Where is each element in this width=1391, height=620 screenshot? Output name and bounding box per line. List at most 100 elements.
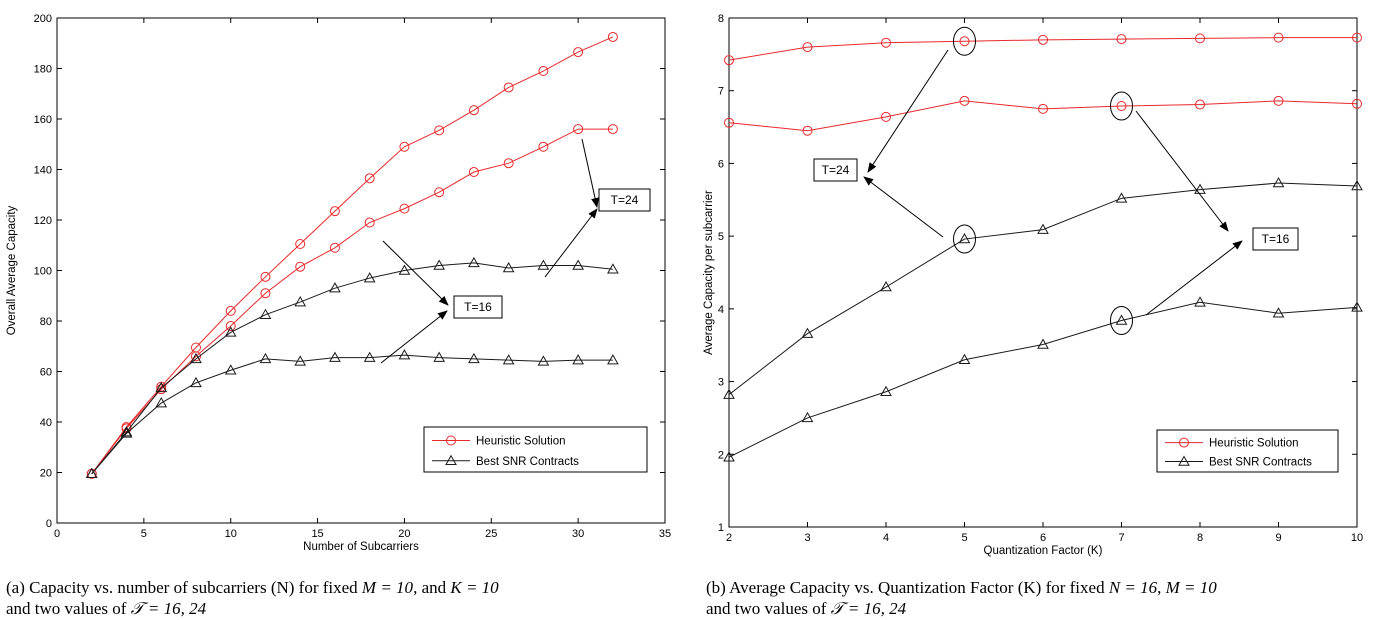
data-point — [329, 351, 341, 362]
annotation-arrow — [863, 176, 944, 238]
data-point — [1115, 314, 1128, 325]
caption-a-text2: and two values of — [6, 599, 131, 618]
caption-b-n: N = 16 — [1108, 578, 1158, 597]
annotation-box — [1252, 227, 1299, 251]
x-tick-label: 15 — [311, 528, 323, 540]
data-point — [538, 141, 549, 152]
data-point — [190, 376, 202, 388]
data-point — [85, 467, 98, 479]
y-tick-label: 80 — [40, 316, 52, 328]
data-point — [1352, 98, 1362, 109]
y-tick-label: 8 — [718, 13, 724, 25]
data-point — [434, 187, 445, 198]
data-point — [364, 217, 375, 228]
annotation-arrow — [1135, 110, 1229, 232]
data-point — [1273, 95, 1284, 106]
highlight-ellipse — [1110, 305, 1133, 335]
y-tick-label: 20 — [40, 468, 52, 480]
y-tick-label: 160 — [34, 114, 52, 126]
legend-label: Best SNR Contracts — [476, 456, 579, 468]
data-point — [1272, 177, 1285, 188]
caption-b-text2: and two values of — [706, 599, 831, 618]
caption-b-sep: , — [1157, 578, 1166, 597]
data-point — [1194, 183, 1206, 194]
legend-box — [423, 426, 648, 473]
data-point — [572, 259, 585, 270]
y-tick-label: 0 — [46, 518, 52, 530]
series-line-2 — [91, 262, 613, 475]
legend-swatch-marker — [1178, 455, 1190, 466]
data-point — [1195, 33, 1205, 44]
y-tick-label: 40 — [40, 417, 52, 429]
annotation-arrow — [380, 310, 448, 364]
data-point — [156, 384, 167, 395]
data-point — [1037, 338, 1049, 349]
data-point — [572, 354, 585, 365]
data-point — [537, 355, 550, 366]
data-point — [1273, 32, 1284, 43]
data-point — [1037, 223, 1049, 234]
legend-swatch-marker — [445, 454, 457, 465]
data-point — [537, 259, 550, 270]
data-point — [468, 352, 480, 364]
y-tick-label: 7 — [718, 86, 724, 98]
data-point — [502, 261, 515, 273]
y-tick-label: 6 — [718, 158, 724, 170]
caption-b: (b) Average Capacity vs. Quantization Fa… — [706, 577, 1390, 619]
x-tick-label: 7 — [1118, 532, 1124, 544]
caption-a: (a) Capacity vs. number of subcarriers (… — [6, 577, 696, 619]
data-point — [155, 381, 168, 393]
data-point — [801, 411, 814, 423]
data-point — [959, 36, 970, 47]
data-point — [329, 206, 340, 217]
legend-swatch-marker — [446, 435, 456, 446]
x-tick-label: 2 — [726, 532, 732, 544]
y-tick-label: 60 — [40, 367, 52, 379]
data-point — [801, 327, 814, 338]
data-point — [1352, 32, 1362, 43]
data-point — [607, 124, 618, 135]
data-point — [503, 158, 514, 169]
data-point — [1194, 296, 1206, 307]
caption-b-text: (b) Average Capacity vs. Quantization Fa… — [706, 578, 1109, 597]
data-point — [1351, 179, 1363, 191]
data-point — [155, 397, 168, 408]
data-point — [724, 55, 734, 66]
x-axis-label: Number of Subcarriers — [303, 541, 419, 553]
data-point — [607, 263, 619, 274]
legend-label: Heuristic Solution — [476, 436, 565, 448]
data-point — [329, 242, 340, 253]
data-point — [468, 105, 479, 116]
data-point — [538, 66, 549, 77]
y-axis-label: Overall Average Capacity — [6, 205, 18, 335]
data-point — [1351, 301, 1363, 312]
data-point — [294, 296, 307, 307]
data-point — [723, 451, 735, 462]
data-point — [802, 125, 813, 136]
data-point — [468, 167, 479, 178]
series-line-3 — [728, 301, 1358, 458]
data-point — [958, 353, 971, 365]
data-point — [260, 288, 271, 299]
x-tick-label: 3 — [804, 532, 810, 544]
x-tick-label: 10 — [225, 528, 237, 540]
data-point — [573, 47, 584, 58]
annotation-box — [598, 188, 651, 212]
annotation-arrow — [382, 240, 449, 306]
y-axis-label: Average Capacity per subcarrier — [703, 190, 715, 355]
annotation-label: T=24 — [611, 193, 639, 207]
data-point — [502, 354, 515, 365]
caption-b-m: M = 10 — [1165, 578, 1217, 597]
x-tick-label: 6 — [1040, 532, 1046, 544]
series-line-2 — [728, 182, 1358, 396]
x-tick-label: 5 — [961, 532, 967, 544]
y-tick-label: 4 — [718, 304, 724, 316]
y-tick-label: 100 — [34, 266, 52, 278]
y-tick-label: 120 — [34, 215, 52, 227]
data-point — [190, 351, 201, 362]
data-point — [503, 82, 514, 93]
data-point — [259, 308, 272, 319]
x-tick-label: 0 — [54, 528, 60, 540]
annotation-label: T=16 — [1262, 232, 1290, 246]
data-point — [802, 42, 813, 53]
